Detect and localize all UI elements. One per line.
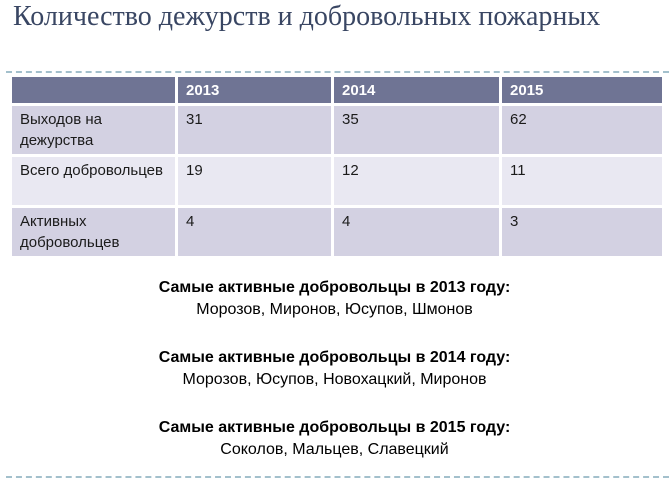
table-header-2015: 2015 (502, 77, 662, 103)
table-cell: 62 (502, 106, 662, 154)
table-row-label: Активных добровольцев (12, 208, 175, 256)
active-volunteers-notes: Самые активные добровольцы в 2013 году: … (0, 277, 669, 487)
note-heading: Самые активные добровольцы в 2013 году: (158, 279, 511, 296)
duty-statistics-table: 2013 2014 2015 Выходов на дежурства 31 3… (12, 77, 662, 256)
note-names: Соколов, Мальцев, Славецкий (220, 441, 449, 458)
table-header-2014: 2014 (334, 77, 499, 103)
note-heading: Самые активные добровольцы в 2015 году: (158, 419, 511, 436)
table-cell: 4 (334, 208, 499, 256)
table-row-label: Выходов на дежурства (12, 106, 175, 154)
note-names: Морозов, Миронов, Юсупов, Шмонов (196, 301, 473, 318)
title-divider-line (6, 71, 669, 73)
note-block-2013: Самые активные добровольцы в 2013 году: … (0, 277, 669, 321)
note-block-2014: Самые активные добровольцы в 2014 году: … (0, 347, 669, 391)
table-cell: 4 (178, 208, 331, 256)
table-cell: 12 (334, 157, 499, 205)
table-cell: 19 (178, 157, 331, 205)
slide-title: Количество дежурств и добровольных пожар… (13, 1, 601, 32)
table-cell: 31 (178, 106, 331, 154)
footer-divider-line (6, 476, 669, 478)
table-cell: 35 (334, 106, 499, 154)
note-heading: Самые активные добровольцы в 2014 году: (158, 349, 511, 366)
table-cell: 11 (502, 157, 662, 205)
table-row-label: Всего добровольцев (12, 157, 175, 205)
note-block-2015: Самые активные добровольцы в 2015 году: … (0, 417, 669, 461)
table-cell: 3 (502, 208, 662, 256)
table-header-corner (12, 77, 175, 103)
table-header-2013: 2013 (178, 77, 331, 103)
note-names: Морозов, Юсупов, Новохацкий, Миронов (182, 371, 487, 388)
